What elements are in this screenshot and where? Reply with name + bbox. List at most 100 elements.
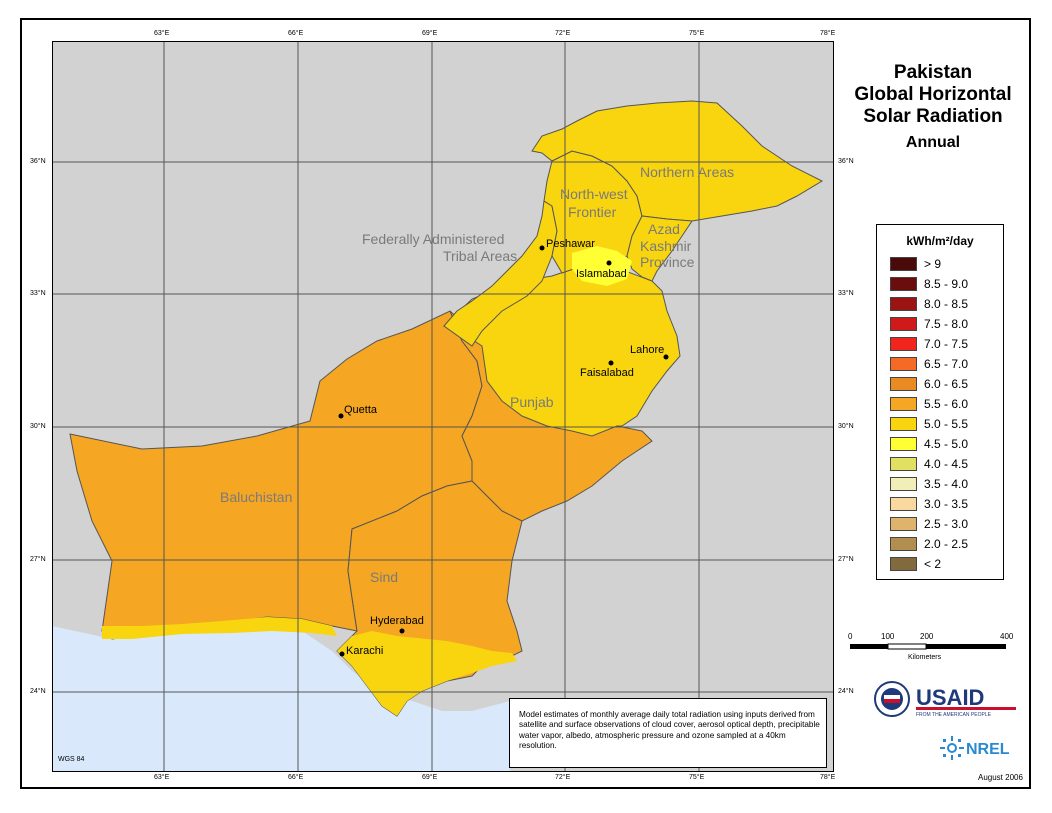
scale-tick-label: 0 bbox=[848, 632, 853, 641]
legend-label: 2.0 - 2.5 bbox=[924, 537, 969, 551]
city-dot-quetta bbox=[338, 413, 344, 419]
usaid-wordmark: USAID bbox=[916, 685, 984, 710]
legend-label: 5.0 - 5.5 bbox=[924, 417, 969, 431]
scale-segment bbox=[850, 644, 888, 649]
nrel-wordmark: NREL bbox=[966, 741, 1010, 758]
legend-item: 5.0 - 5.5 bbox=[877, 414, 1003, 434]
lon-label: 63°E bbox=[154, 774, 170, 781]
legend-swatch bbox=[890, 337, 917, 351]
legend-label: 3.0 - 3.5 bbox=[924, 497, 969, 511]
lon-label: 78°E bbox=[820, 774, 836, 781]
legend-item: 4.5 - 5.0 bbox=[877, 434, 1003, 454]
city-label-hyderabad: Hyderabad bbox=[370, 615, 424, 627]
legend-item: 7.0 - 7.5 bbox=[877, 334, 1003, 354]
region-northern-areas bbox=[531, 100, 824, 222]
solar-radiation-map: Northern Areas North-west Frontier Feder… bbox=[52, 41, 834, 772]
city-label-faisalabad: Faisalabad bbox=[580, 367, 634, 379]
legend-items: > 9 8.5 - 9.0 8.0 - 8.5 7.5 - 8.0 7.0 - 7.5 6… bbox=[877, 254, 1003, 574]
city-label-islamabad: Islamabad bbox=[576, 268, 627, 280]
lat-label: 33°N bbox=[30, 290, 46, 297]
legend: kWh/m²/day > 9 8.5 - 9.0 8.0 - 8.5 7.5 - 8.… bbox=[876, 224, 1004, 580]
label-sind: Sind bbox=[370, 569, 398, 585]
legend-item: 5.5 - 6.0 bbox=[877, 394, 1003, 414]
label-nwfp-1: North-west bbox=[560, 186, 628, 202]
legend-item: 8.0 - 8.5 bbox=[877, 294, 1003, 314]
legend-swatch bbox=[890, 377, 917, 391]
legend-swatch bbox=[890, 517, 917, 531]
islamabad-bright-zone bbox=[572, 246, 632, 286]
lat-label: 36°N bbox=[838, 158, 854, 165]
legend-label: 7.0 - 7.5 bbox=[924, 337, 969, 351]
date-label: August 2006 bbox=[978, 773, 1023, 782]
legend-label: 4.5 - 5.0 bbox=[924, 437, 969, 451]
legend-swatch bbox=[890, 457, 917, 471]
legend-item: 3.5 - 4.0 bbox=[877, 474, 1003, 494]
scale-tick-label: 100 bbox=[881, 632, 895, 641]
legend-swatch bbox=[890, 317, 917, 331]
legend-title: kWh/m²/day bbox=[906, 234, 974, 248]
title-line-2: Global Horizontal bbox=[854, 84, 1012, 105]
legend-label: < 2 bbox=[924, 557, 942, 571]
usaid-tagline: FROM THE AMERICAN PEOPLE bbox=[916, 712, 992, 718]
legend-swatch bbox=[890, 477, 917, 491]
scale-tick-label: 400 bbox=[1000, 632, 1014, 641]
legend-label: 8.5 - 9.0 bbox=[924, 277, 969, 291]
methodology-note: Model estimates of monthly average daily… bbox=[509, 698, 827, 768]
lat-label: 24°N bbox=[30, 688, 46, 695]
city-label-peshawar: Peshawar bbox=[546, 238, 595, 250]
legend-swatch bbox=[890, 277, 917, 291]
legend-swatch bbox=[890, 397, 917, 411]
label-ajk-2: Kashmir bbox=[640, 238, 692, 254]
title-line-1: Pakistan bbox=[893, 62, 973, 83]
label-ajk-1: Azad bbox=[648, 221, 680, 237]
label-punjab: Punjab bbox=[510, 394, 554, 410]
city-dot-islamabad bbox=[606, 260, 612, 266]
map-subtitle: Annual bbox=[905, 134, 961, 151]
usaid-logo: USAID FROM THE AMERICAN PEOPLE bbox=[874, 681, 1016, 718]
region-ajk bbox=[626, 215, 693, 282]
lon-label: 69°E bbox=[422, 30, 438, 37]
lon-label: 63°E bbox=[154, 30, 170, 37]
legend-swatch bbox=[890, 537, 917, 551]
lat-label: 27°N bbox=[838, 556, 854, 563]
legend-item: 2.0 - 2.5 bbox=[877, 534, 1003, 554]
datum-label: WGS 84 bbox=[58, 756, 85, 763]
legend-label: 2.5 - 3.0 bbox=[924, 517, 969, 531]
sind-coastal-zone bbox=[337, 631, 517, 716]
legend-swatch bbox=[890, 437, 917, 451]
scale-unit: Kilometers bbox=[908, 654, 942, 661]
legend-item: 6.0 - 6.5 bbox=[877, 374, 1003, 394]
lat-label: 30°N bbox=[30, 423, 46, 430]
legend-label: 6.0 - 6.5 bbox=[924, 377, 969, 391]
legend-item: 6.5 - 7.0 bbox=[877, 354, 1003, 374]
city-dot-hyderabad bbox=[399, 628, 405, 634]
legend-label: 7.5 - 8.0 bbox=[924, 317, 969, 331]
legend-item: > 9 bbox=[877, 254, 1003, 274]
label-fata-1: Federally Administered bbox=[362, 231, 504, 247]
coastal-strip bbox=[102, 617, 337, 639]
nrel-sun-icon bbox=[940, 736, 964, 760]
lon-label: 66°E bbox=[288, 774, 304, 781]
legend-swatch bbox=[890, 297, 917, 311]
lat-label: 36°N bbox=[30, 158, 46, 165]
legend-item: 8.5 - 9.0 bbox=[877, 274, 1003, 294]
scale-bar: 0 100 200 400 Kilometers bbox=[848, 632, 1014, 661]
lon-label: 78°E bbox=[820, 30, 836, 37]
lon-label: 72°E bbox=[555, 774, 571, 781]
legend-swatch bbox=[890, 497, 917, 511]
legend-label: 6.5 - 7.0 bbox=[924, 357, 969, 371]
city-dot-peshawar bbox=[539, 245, 545, 251]
label-ajk-3: Province bbox=[640, 254, 695, 270]
arabian-sea bbox=[52, 626, 510, 772]
legend-label: 3.5 - 4.0 bbox=[924, 477, 969, 491]
lon-label: 75°E bbox=[689, 774, 705, 781]
lat-label: 27°N bbox=[30, 556, 46, 563]
legend-item: < 2 bbox=[877, 554, 1003, 574]
city-dot-karachi bbox=[339, 651, 345, 657]
label-nwfp-2: Frontier bbox=[568, 204, 617, 220]
legend-label: 8.0 - 8.5 bbox=[924, 297, 969, 311]
legend-label: 4.0 - 4.5 bbox=[924, 457, 969, 471]
scale-segment bbox=[887, 643, 927, 650]
nrel-logo: NREL bbox=[940, 736, 1010, 760]
legend-item: 4.0 - 4.5 bbox=[877, 454, 1003, 474]
